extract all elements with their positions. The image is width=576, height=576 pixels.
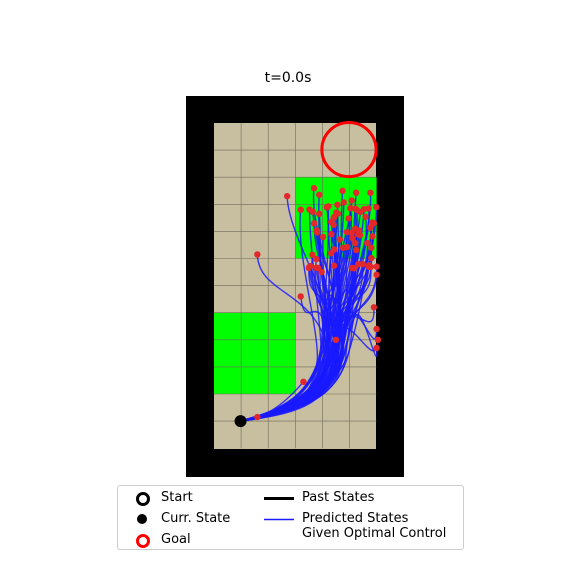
trajectory-endpoint xyxy=(373,344,380,352)
trajectory-endpoint xyxy=(347,204,354,212)
legend-current-state-label: Curr. State xyxy=(161,511,231,526)
trajectory-endpoint xyxy=(349,234,356,242)
trajectory-endpoint xyxy=(373,203,380,211)
predicted-trajectory xyxy=(240,266,378,422)
trajectory-endpoint xyxy=(355,260,362,268)
legend-start: Start xyxy=(123,490,193,506)
trajectory-endpoint xyxy=(353,246,360,254)
trajectory-endpoint xyxy=(357,208,364,216)
trajectory-endpoint xyxy=(328,218,335,226)
predicted-trajectory xyxy=(240,274,378,422)
current-state-icon xyxy=(137,513,147,524)
trajectory-endpoints xyxy=(254,184,382,421)
legend-predicted-states: Predicted States Given Optimal Control xyxy=(264,511,446,541)
legend-current-state: Curr. State xyxy=(123,511,230,526)
trajectory-endpoint xyxy=(345,215,352,222)
trajectory-endpoint xyxy=(370,220,378,227)
trajectory-endpoint xyxy=(373,271,380,278)
legend-predicted-states-label: Predicted States Given Optimal Control xyxy=(302,511,447,541)
trajectory-endpoint xyxy=(373,263,380,270)
trajectory-endpoint xyxy=(297,206,304,213)
trajectory-endpoint xyxy=(297,293,304,300)
trajectory-endpoint xyxy=(367,189,374,196)
trajectory-endpoint xyxy=(306,206,313,213)
trajectory-endpoint xyxy=(310,184,318,192)
trajectory-endpoint xyxy=(254,413,261,421)
trajectory-endpoint xyxy=(368,244,375,251)
trajectory-endpoint xyxy=(316,191,323,198)
trajectory-endpoint xyxy=(310,220,318,227)
trajectory-endpoint xyxy=(367,224,374,231)
predicted-trajectory xyxy=(240,254,331,422)
trajectory-endpoint xyxy=(365,263,373,270)
predicted-trajectory xyxy=(240,223,375,422)
trajectory-endpoint xyxy=(362,213,369,221)
lower-region xyxy=(214,312,296,394)
legend-goal: Goal xyxy=(123,532,191,548)
trajectory-endpoint xyxy=(318,268,325,276)
legend-past-states: Past States xyxy=(264,490,374,505)
legend-goal-label: Goal xyxy=(161,532,191,547)
trajectory-endpoint xyxy=(352,189,360,196)
trajectory-endpoint xyxy=(336,236,344,243)
trajectory-endpoint xyxy=(331,246,338,253)
trajectory-endpoint xyxy=(352,205,359,212)
predicted-trajectory xyxy=(240,209,319,422)
goal-icon xyxy=(136,533,150,548)
trajectory-endpoint xyxy=(369,233,376,240)
trajectory-endpoint xyxy=(333,209,340,216)
legend-past-states-label: Past States xyxy=(302,490,375,505)
predicted-states-line-icon xyxy=(264,518,294,521)
trajectory-endpoint xyxy=(315,210,323,218)
trajectory-endpoint xyxy=(330,262,338,269)
current-state-marker xyxy=(234,415,247,428)
trajectory-endpoint xyxy=(323,204,331,211)
trajectory-endpoint xyxy=(368,254,375,262)
goal-circle xyxy=(320,120,378,179)
trajectory-endpoint xyxy=(309,251,316,258)
trajectory-endpoint xyxy=(313,227,321,234)
trajectory-endpoint xyxy=(343,243,351,251)
trajectory-endpoint xyxy=(254,251,261,258)
legend-start-label: Start xyxy=(161,490,193,505)
trajectory-endpoint xyxy=(359,260,366,268)
trajectory-endpoint xyxy=(283,192,291,200)
trajectory-endpoint xyxy=(307,262,314,270)
trajectory-endpoint xyxy=(340,199,347,206)
legend: Start Curr. State Goal Past States Predi… xyxy=(117,485,464,550)
trajectory-endpoint xyxy=(348,264,356,272)
trajectory-endpoint xyxy=(365,205,372,212)
trajectory-endpoint xyxy=(313,255,320,263)
start-icon xyxy=(136,491,150,506)
trajectory-endpoint xyxy=(313,264,320,271)
trajectory-endpoint xyxy=(328,230,335,238)
trajectory-endpoint xyxy=(343,228,351,236)
trajectory-endpoint xyxy=(339,187,346,195)
trajectory-endpoint xyxy=(319,233,327,241)
plot-title: t=0.0s xyxy=(264,70,312,86)
trajectory-endpoint xyxy=(352,239,359,247)
trajectory-endpoint xyxy=(355,227,363,234)
trajectory-endpoint xyxy=(348,229,356,237)
trajectory-endpoint xyxy=(334,201,341,208)
trajectory-endpoint xyxy=(373,325,380,333)
trajectory-endpoint xyxy=(364,239,371,247)
trajectory-endpoint xyxy=(332,336,340,343)
trajectory-endpoint xyxy=(348,197,355,204)
past-states-line-icon xyxy=(264,496,294,500)
trajectory-endpoint xyxy=(300,378,307,386)
trajectory-endpoint xyxy=(370,304,378,311)
trajectory-endpoint xyxy=(374,336,382,343)
